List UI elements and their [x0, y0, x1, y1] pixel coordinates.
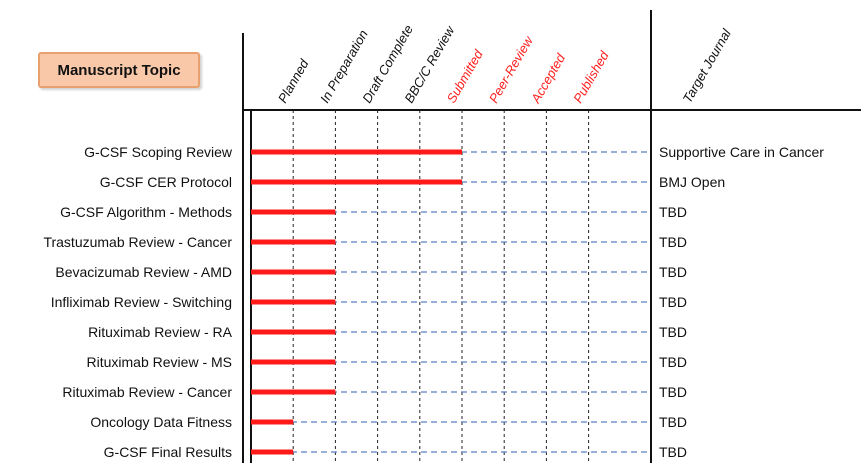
journal-label: TBD	[659, 324, 687, 340]
topic-label: G-CSF CER Protocol	[100, 174, 232, 190]
stage-header-label: Planned	[275, 56, 312, 105]
manuscript-topic-header: Manuscript Topic	[38, 52, 200, 88]
stage-header-label: Submitted	[444, 47, 487, 106]
topic-label: Bevacizumab Review - AMD	[55, 264, 232, 280]
progress-bar	[251, 419, 294, 425]
topic-label: G-CSF Scoping Review	[84, 144, 233, 160]
topic-label: G-CSF Final Results	[104, 444, 232, 460]
progress-bar	[251, 359, 336, 365]
progress-bar	[251, 389, 336, 395]
progress-bar	[251, 209, 336, 215]
journal-label: Supportive Care in Cancer	[659, 144, 824, 160]
topic-label: Rituximab Review - RA	[88, 324, 233, 340]
topic-label: Rituximab Review - Cancer	[62, 384, 232, 400]
journal-label: TBD	[659, 264, 687, 280]
progress-bar	[251, 149, 462, 155]
progress-bar	[251, 179, 462, 185]
journal-label: TBD	[659, 204, 687, 220]
progress-bar	[251, 329, 336, 335]
journal-label: TBD	[659, 354, 687, 370]
topic-label: Trastuzumab Review - Cancer	[43, 234, 232, 250]
topic-label: Oncology Data Fitness	[90, 414, 232, 430]
journal-label: TBD	[659, 414, 687, 430]
journal-label: TBD	[659, 234, 687, 250]
topic-label: Rituximab Review - MS	[87, 354, 232, 370]
progress-bar	[251, 449, 294, 455]
journal-header-label: Target Journal	[680, 25, 735, 105]
journal-label: TBD	[659, 384, 687, 400]
journal-label: TBD	[659, 444, 687, 460]
progress-bar	[251, 239, 336, 245]
topic-label: Infliximab Review - Switching	[51, 294, 232, 310]
journal-label: TBD	[659, 294, 687, 310]
topic-label: G-CSF Algorithm - Methods	[60, 204, 232, 220]
progress-bar	[251, 299, 336, 305]
journal-label: BMJ Open	[659, 174, 725, 190]
stage-header-label: Published	[570, 48, 612, 106]
progress-bar	[251, 269, 336, 275]
stage-header-label: Accepted	[528, 50, 569, 106]
